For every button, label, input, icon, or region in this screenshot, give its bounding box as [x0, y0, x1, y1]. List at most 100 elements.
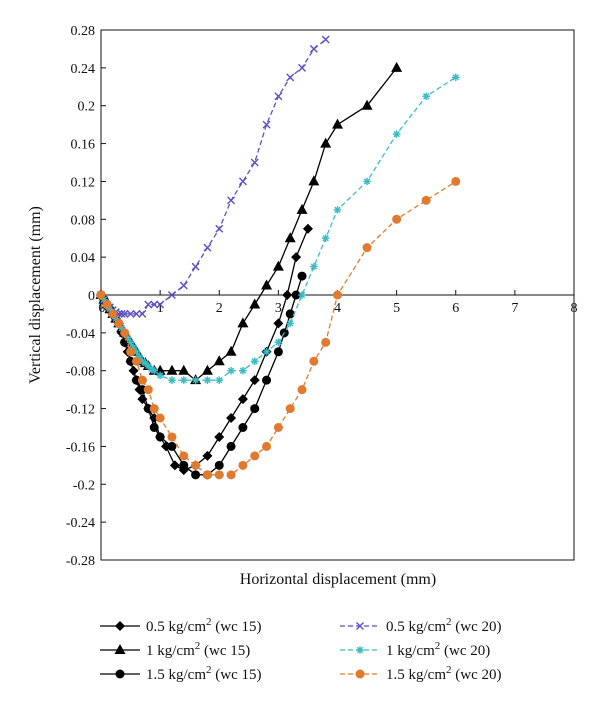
data-point	[262, 347, 271, 356]
legend-label-suffix: (wc 20)	[452, 619, 502, 635]
data-point	[179, 281, 188, 290]
data-point	[214, 460, 224, 470]
legend-marker	[115, 621, 125, 631]
y-tick-label: 0	[88, 289, 95, 304]
data-point	[191, 376, 200, 384]
legend-label: 1 kg/cm2 (wc 20)	[386, 640, 490, 659]
data-point	[392, 130, 401, 138]
data-point	[168, 376, 176, 384]
data-point	[191, 470, 201, 480]
data-point	[362, 243, 372, 253]
data-point	[262, 120, 271, 129]
data-point	[100, 295, 108, 304]
legend-label: 0.5 kg/cm2 (wc 15)	[146, 616, 261, 635]
data-point	[114, 318, 124, 328]
data-point	[262, 375, 272, 385]
data-point	[147, 365, 156, 373]
legend-label: 1.5 kg/cm2 (wc 15)	[146, 664, 261, 683]
data-point	[167, 432, 177, 442]
legend-label: 1 kg/cm2 (wc 15)	[146, 640, 250, 659]
axis-ticks: 0 1 2 3 4 5 6 7 8 0.28 0.24 0.2 0.16 0.12 0.08 0.04 0 -0.…	[66, 24, 578, 569]
data-point	[156, 371, 164, 380]
data-point	[296, 203, 308, 214]
legend-label-superscript: 2	[446, 616, 452, 628]
legend-item: 0.5 kg/cm2 (wc 20)	[340, 616, 501, 635]
legend-label-main: 0.5 kg/cm	[386, 619, 446, 635]
data-point	[144, 362, 153, 370]
y-tick-label: 0.28	[71, 24, 96, 39]
data-point	[179, 451, 189, 461]
data-point	[391, 61, 403, 72]
data-point	[215, 376, 224, 384]
y-tick-label: -0.08	[66, 365, 95, 380]
data-point	[203, 376, 212, 384]
y-tick-label: 0.04	[71, 251, 96, 266]
series-6	[96, 176, 461, 480]
data-point	[129, 343, 138, 351]
data-point	[213, 355, 225, 366]
legend-label-suffix: (wc 15)	[212, 619, 262, 635]
y-tick-label: 0.08	[71, 213, 96, 228]
data-point	[309, 356, 319, 366]
legend-label-superscript: 2	[206, 664, 212, 676]
series-2	[95, 61, 403, 385]
data-point	[179, 376, 188, 384]
series-line	[100, 180, 457, 476]
y-tick-label: -0.12	[66, 403, 95, 418]
data-point	[309, 44, 318, 53]
data-point	[102, 299, 112, 309]
data-point	[298, 63, 307, 72]
data-point	[310, 262, 318, 271]
series-layer	[95, 35, 461, 480]
legend-marker	[356, 646, 364, 654]
x-tick-label: 5	[393, 301, 400, 316]
data-point	[273, 423, 283, 432]
legend-label-main: 1 kg/cm	[386, 643, 435, 659]
legend-label-superscript: 2	[195, 640, 201, 652]
data-point	[302, 223, 313, 234]
legend-label-suffix: (wc 15)	[200, 643, 250, 659]
data-point	[120, 328, 130, 338]
legend-label-suffix: (wc 15)	[212, 667, 262, 683]
data-point	[237, 317, 249, 328]
data-point	[239, 366, 247, 375]
x-tick-label: 4	[334, 301, 341, 316]
data-point	[284, 232, 296, 243]
data-point	[226, 441, 236, 451]
data-point	[141, 359, 150, 367]
data-point	[451, 73, 460, 82]
data-point	[250, 357, 259, 366]
series-4	[97, 35, 330, 318]
data-point	[249, 375, 260, 386]
x-tick-label: 1	[157, 301, 164, 316]
data-point	[203, 243, 212, 252]
data-point	[132, 347, 141, 356]
data-point	[150, 366, 159, 375]
legend-marker	[356, 622, 364, 630]
x-tick-label: 8	[571, 301, 578, 316]
data-point	[332, 118, 343, 129]
data-point	[166, 364, 178, 375]
legend-item: 1.5 kg/cm2 (wc 20)	[340, 664, 501, 683]
data-point	[214, 431, 225, 442]
data-point	[117, 309, 126, 318]
data-point	[392, 214, 402, 224]
data-point	[123, 333, 132, 342]
legend-marker	[115, 669, 125, 679]
data-point	[214, 470, 224, 480]
data-point	[285, 404, 295, 414]
data-point	[202, 450, 213, 461]
data-point	[237, 394, 248, 405]
y-tick-label: -0.04	[66, 327, 95, 342]
legend-label-superscript: 2	[206, 616, 212, 628]
y-tick-label: 0.24	[71, 62, 96, 77]
data-point	[108, 309, 118, 319]
data-point	[178, 364, 190, 375]
data-point	[149, 423, 159, 432]
data-point	[273, 318, 284, 329]
data-point	[126, 338, 135, 347]
data-point	[321, 234, 330, 243]
data-point	[238, 460, 248, 470]
data-point	[282, 290, 293, 300]
